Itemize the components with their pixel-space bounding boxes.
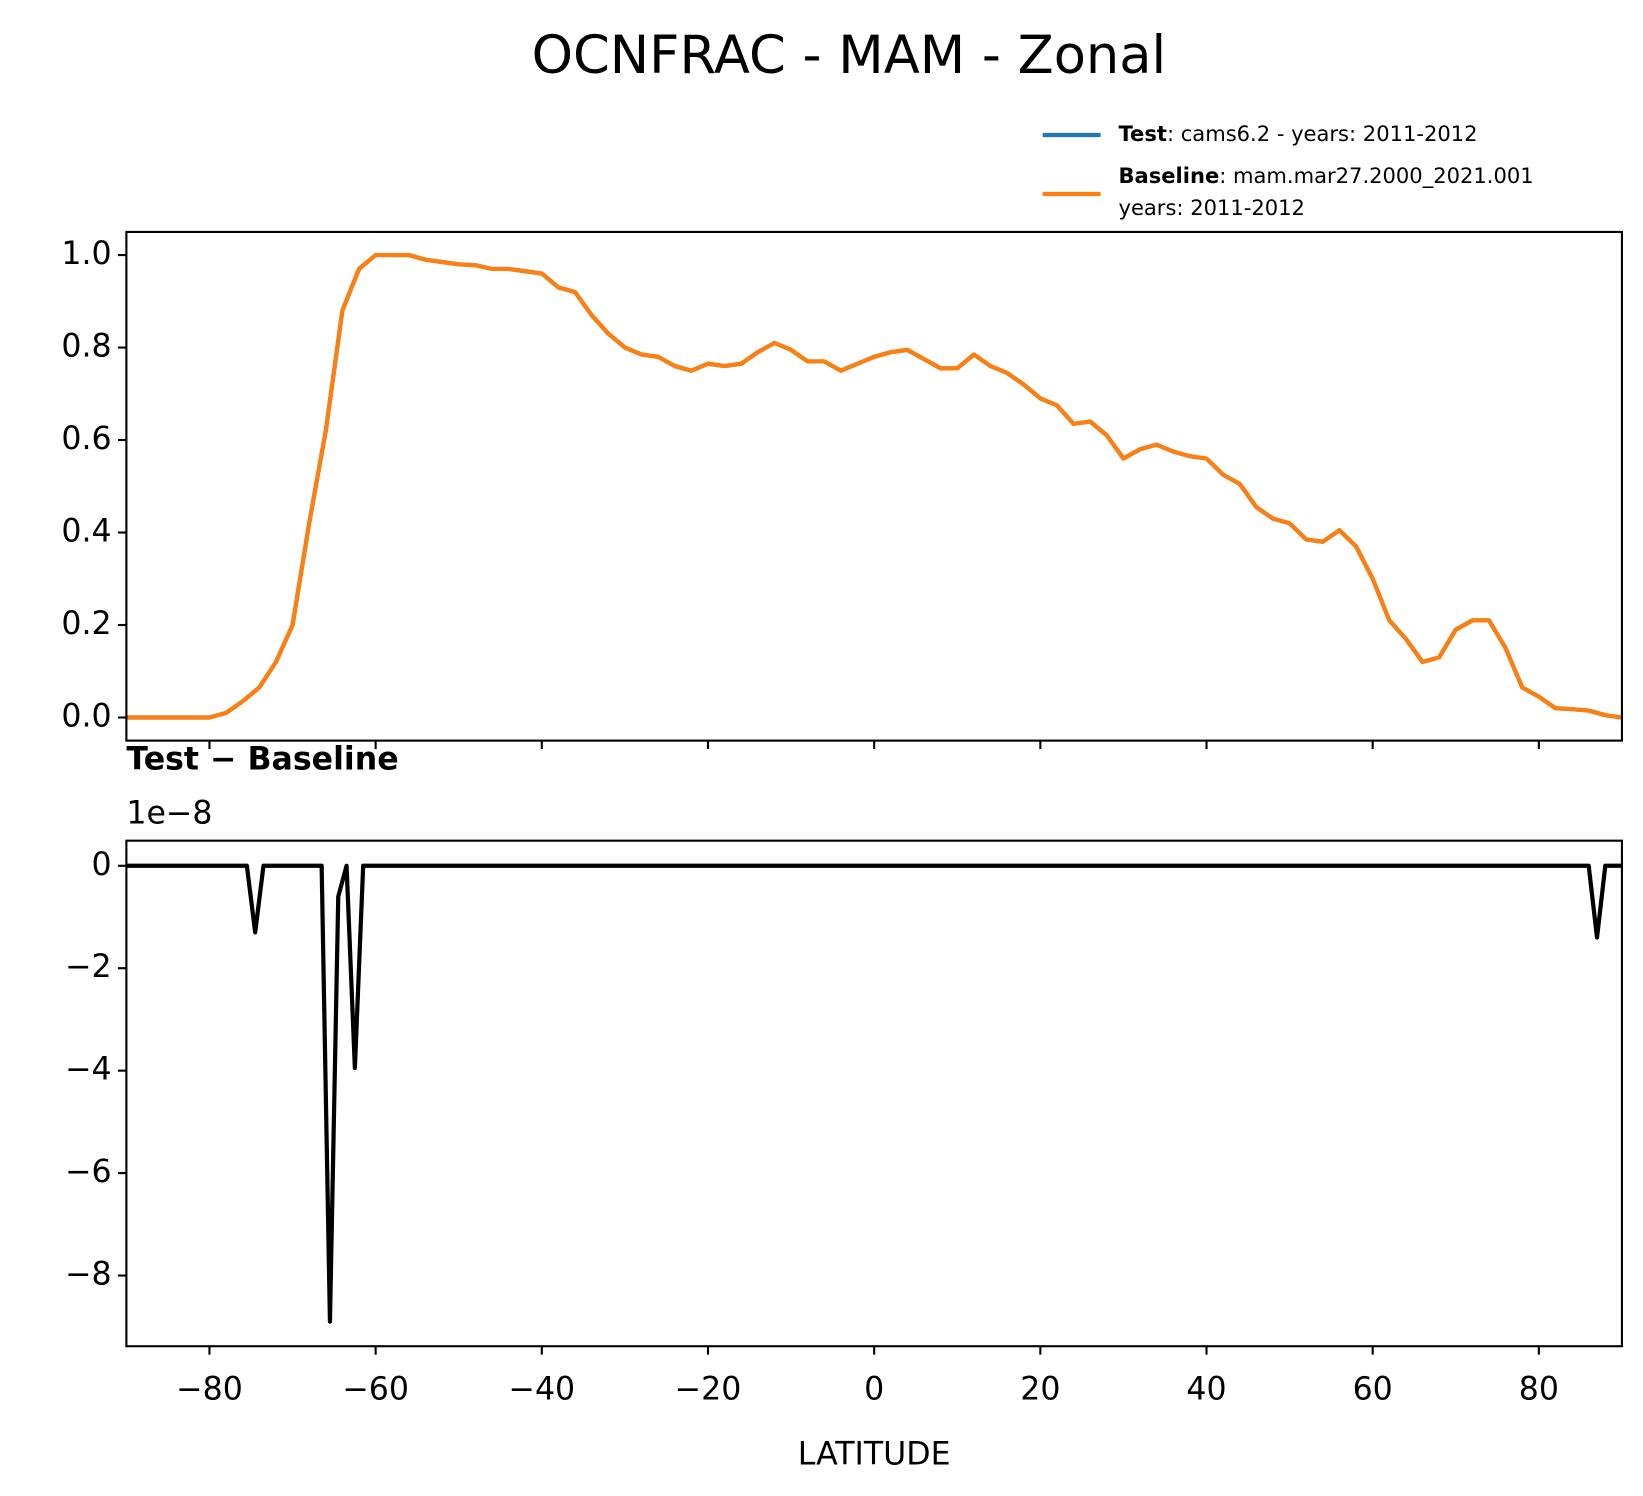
- y-tick-label: 0.0: [61, 699, 111, 735]
- x-tick-label: 0: [864, 1371, 884, 1407]
- legend-label: Baseline: mam.mar27.2000_2021.001 years: …: [1119, 163, 1534, 220]
- series-line: [126, 863, 1622, 1324]
- x-tick-label: 60: [1353, 1371, 1393, 1407]
- y-tick-label: 0.2: [61, 606, 111, 642]
- x-tick-label: 80: [1519, 1371, 1559, 1407]
- legend-label: Test: cams6.2 - years: 2011-2012: [1119, 121, 1478, 146]
- legend-name: Baseline: [1119, 163, 1220, 188]
- legend-text: : cams6.2 - years: 2011-2012: [1167, 121, 1478, 146]
- y-tick-label: 1.0: [61, 236, 111, 272]
- axes-frame: [125, 230, 1623, 742]
- y-tick-label: 0.4: [61, 514, 111, 550]
- series-line: [126, 252, 1622, 720]
- legend-name: Test: [1119, 121, 1167, 146]
- y-tick-label: 0: [92, 847, 112, 883]
- panel-title: Test − Baseline: [126, 742, 398, 778]
- x-tick-label: −40: [508, 1371, 575, 1407]
- y-tick-label: 0.8: [61, 329, 111, 365]
- y-tick-label: −8: [65, 1257, 112, 1293]
- x-tick-label: −60: [342, 1371, 409, 1407]
- y-tick-label: −4: [65, 1052, 112, 1088]
- x-tick-label: 20: [1020, 1371, 1060, 1407]
- x-tick-label: 40: [1186, 1371, 1226, 1407]
- y-tick-label: −6: [65, 1154, 112, 1190]
- y-tick-label: −2: [65, 949, 112, 985]
- y-tick-label: 0.6: [61, 421, 111, 457]
- legend-text: years: 2011-2012: [1119, 195, 1305, 220]
- figure-title: OCNFRAC - MAM - Zonal: [532, 25, 1167, 86]
- x-axis-label: LATITUDE: [798, 1437, 951, 1473]
- offset-text: 1e−8: [126, 795, 212, 831]
- legend-text: : mam.mar27.2000_2021.001: [1219, 163, 1533, 188]
- axes-frame: [125, 839, 1623, 1348]
- x-tick-label: −20: [675, 1371, 742, 1407]
- x-tick-label: −80: [176, 1371, 243, 1407]
